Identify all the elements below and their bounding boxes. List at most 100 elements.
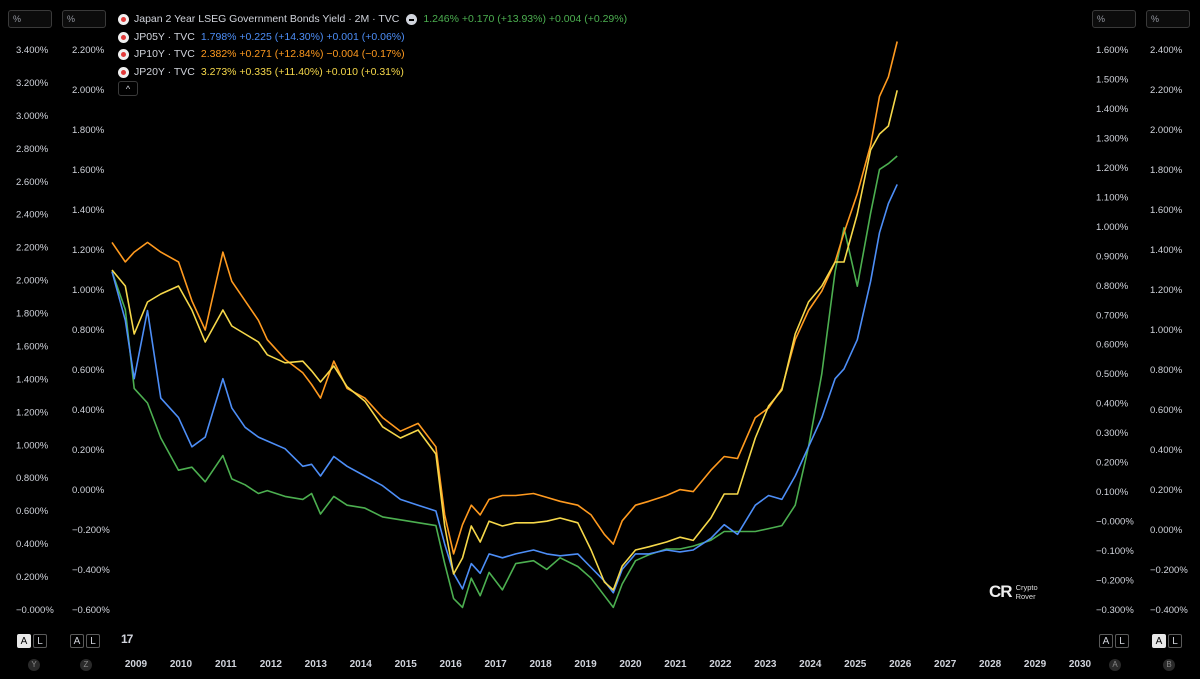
auto-scale-button[interactable]: A [70,634,84,648]
axis-a-tick-label: −0.100% [1096,546,1134,557]
legend-main-values: 1.246% +0.170 (+13.93%) +0.004 (+0.29%) [423,13,628,26]
axis-a-tick-label: 1.200% [1096,163,1129,174]
axis-b-ticks: 2.400% 2.200% 2.000% 1.800% 1.600% 1.400% 1.20… [1150,45,1188,616]
x-axis-year-label: 2029 [1024,659,1047,670]
axis-a-tick-label: 0.500% [1096,369,1129,380]
axis-b-tick-label: −0.400% [1150,605,1188,616]
axis-z-tick-label: 0.600% [72,365,105,376]
auto-scale-button[interactable]: A [1152,634,1166,648]
axis-z-tick-label: 2.200% [72,45,105,56]
axis-z-tick-label: 1.800% [72,125,105,136]
axis-z-tick-label: 1.000% [72,285,105,296]
legend-row-jp20y[interactable]: JP20Y · TVC 3.273% +0.335 (+11.40%) +0.0… [118,64,627,82]
axis-a-tick-label: 0.200% [1096,458,1129,469]
legend-row-jp10y[interactable]: JP10Y · TVC 2.382% +0.271 (+12.84%) −0.0… [118,46,627,64]
plot-lines [111,41,898,609]
axis-z-tick-label: 1.200% [72,245,105,256]
crypto-rover-logo-icon: CR [989,582,1013,601]
series-line-jp20y[interactable] [111,90,898,591]
axis-a-tick-label: 1.600% [1096,45,1129,56]
series-line-jp05y[interactable] [111,184,898,594]
axis-y-tick-label: 0.200% [16,572,49,583]
flag-japan-icon [118,31,129,43]
legend-row-jp05y[interactable]: JP05Y · TVC 1.798% +0.225 (+14.30%) +0.0… [118,29,627,47]
axis-z-tick-label: 1.600% [72,165,105,176]
x-axis-year-label: 2016 [440,659,463,670]
axis-b-tick-label: 2.000% [1150,125,1183,136]
legend-main-row[interactable]: Japan 2 Year LSEG Government Bonds Yield… [118,11,627,29]
axis-a-tick-label: 0.100% [1096,487,1129,498]
x-axis-year-label: 2025 [844,659,867,670]
axis-z-tick-label: −0.400% [72,565,110,576]
axis-b-tick-label: 1.200% [1150,285,1183,296]
axis-a-tick-label: 0.400% [1096,399,1129,410]
x-axis-year-label: 2023 [754,659,777,670]
axis-b-tick-label: 0.800% [1150,365,1183,376]
axis-x-ticks: 2009 2010 2011 2012 2013 2014 2015 2016 2017 2018… [125,659,1092,670]
axis-y-tag: Y [28,659,40,671]
axis-a-tick-label: 1.500% [1096,74,1129,85]
x-axis-year-label: 2026 [889,659,912,670]
axis-a-tick-label: 1.300% [1096,133,1129,144]
axis-a-tick-label: 0.700% [1096,310,1129,321]
axis-b-tick-label: 2.400% [1150,45,1183,56]
axis-y-tick-label: −0.000% [16,605,54,616]
axis-b-tag: B [1163,659,1175,671]
axis-y-tick-label: 2.000% [16,276,49,287]
legend-symbol[interactable]: JP20Y · TVC [134,65,195,78]
x-axis-year-label: 2013 [305,659,328,670]
legend-symbol[interactable]: JP10Y · TVC [134,48,195,61]
axis-y-tick-label: 2.400% [16,210,49,221]
axis-b-tick-label: 0.400% [1150,445,1183,456]
auto-scale-button[interactable]: A [1099,634,1113,648]
axis-b-unit-box[interactable]: % [1146,10,1190,28]
axis-b-tick-label: 0.200% [1150,485,1183,496]
axis-z-tag: Z [80,659,92,671]
axis-z-tick-label: 0.400% [72,405,105,416]
x-axis-year-label: 2018 [529,659,552,670]
legend-values: 3.273% +0.335 (+11.40%) +0.010 (+0.31%) [200,65,404,78]
x-axis-year-label: 2011 [215,659,237,670]
legend-values: 2.382% +0.271 (+12.84%) −0.004 (−0.17%) [200,48,405,61]
series-line-jp2y[interactable] [111,155,898,609]
axis-a-ticks: 1.600% 1.500% 1.400% 1.300% 1.200% 1.100% 1.00… [1096,45,1134,616]
x-axis-year-label: 2010 [170,659,193,670]
axis-a-tick-label: −0.000% [1096,517,1134,528]
axis-a-tick-label: −0.300% [1096,605,1134,616]
axis-z-tick-label: 1.400% [72,205,105,216]
chart-legend: Japan 2 Year LSEG Government Bonds Yield… [118,11,627,81]
log-scale-button[interactable]: L [33,634,47,648]
x-axis-year-label: 2028 [979,659,1002,670]
minus-circle-icon[interactable] [406,14,418,26]
crypto-rover-watermark: CR Crypto Rover [989,582,1038,602]
flag-japan-icon [118,66,129,78]
x-axis-year-label: 2020 [619,659,642,670]
axis-a-unit-box[interactable]: % [1092,10,1136,28]
series-line-jp10y[interactable] [111,41,898,555]
legend-symbol[interactable]: JP05Y · TVC [134,30,195,43]
log-scale-button[interactable]: L [86,634,100,648]
legend-main-title[interactable]: Japan 2 Year LSEG Government Bonds Yield… [134,13,400,26]
axis-b-tick-label: 0.600% [1150,405,1183,416]
axis-z-tick-label: −0.600% [72,605,110,616]
axis-z-unit-box[interactable]: % [62,10,106,28]
axis-b-tick-label: 1.800% [1150,165,1183,176]
axis-z-tick-label: 0.800% [72,325,105,336]
axis-y-unit-box[interactable]: % [8,10,52,28]
x-axis-year-label: 2021 [664,659,687,670]
auto-scale-button[interactable]: A [17,634,31,648]
axis-a-tick-label: 0.600% [1096,340,1129,351]
axis-a-tick-label: 0.800% [1096,281,1129,292]
log-scale-button[interactable]: L [1115,634,1129,648]
axis-a-tick-label: 1.400% [1096,104,1129,115]
legend-collapse-button[interactable]: ^ [118,81,138,96]
axis-y-tick-label: 1.200% [16,407,49,418]
tradingview-logo[interactable]: 17 [121,632,133,646]
x-axis-year-label: 2019 [574,659,597,670]
axis-y-tick-label: 2.800% [16,144,49,155]
log-scale-button[interactable]: L [1168,634,1182,648]
